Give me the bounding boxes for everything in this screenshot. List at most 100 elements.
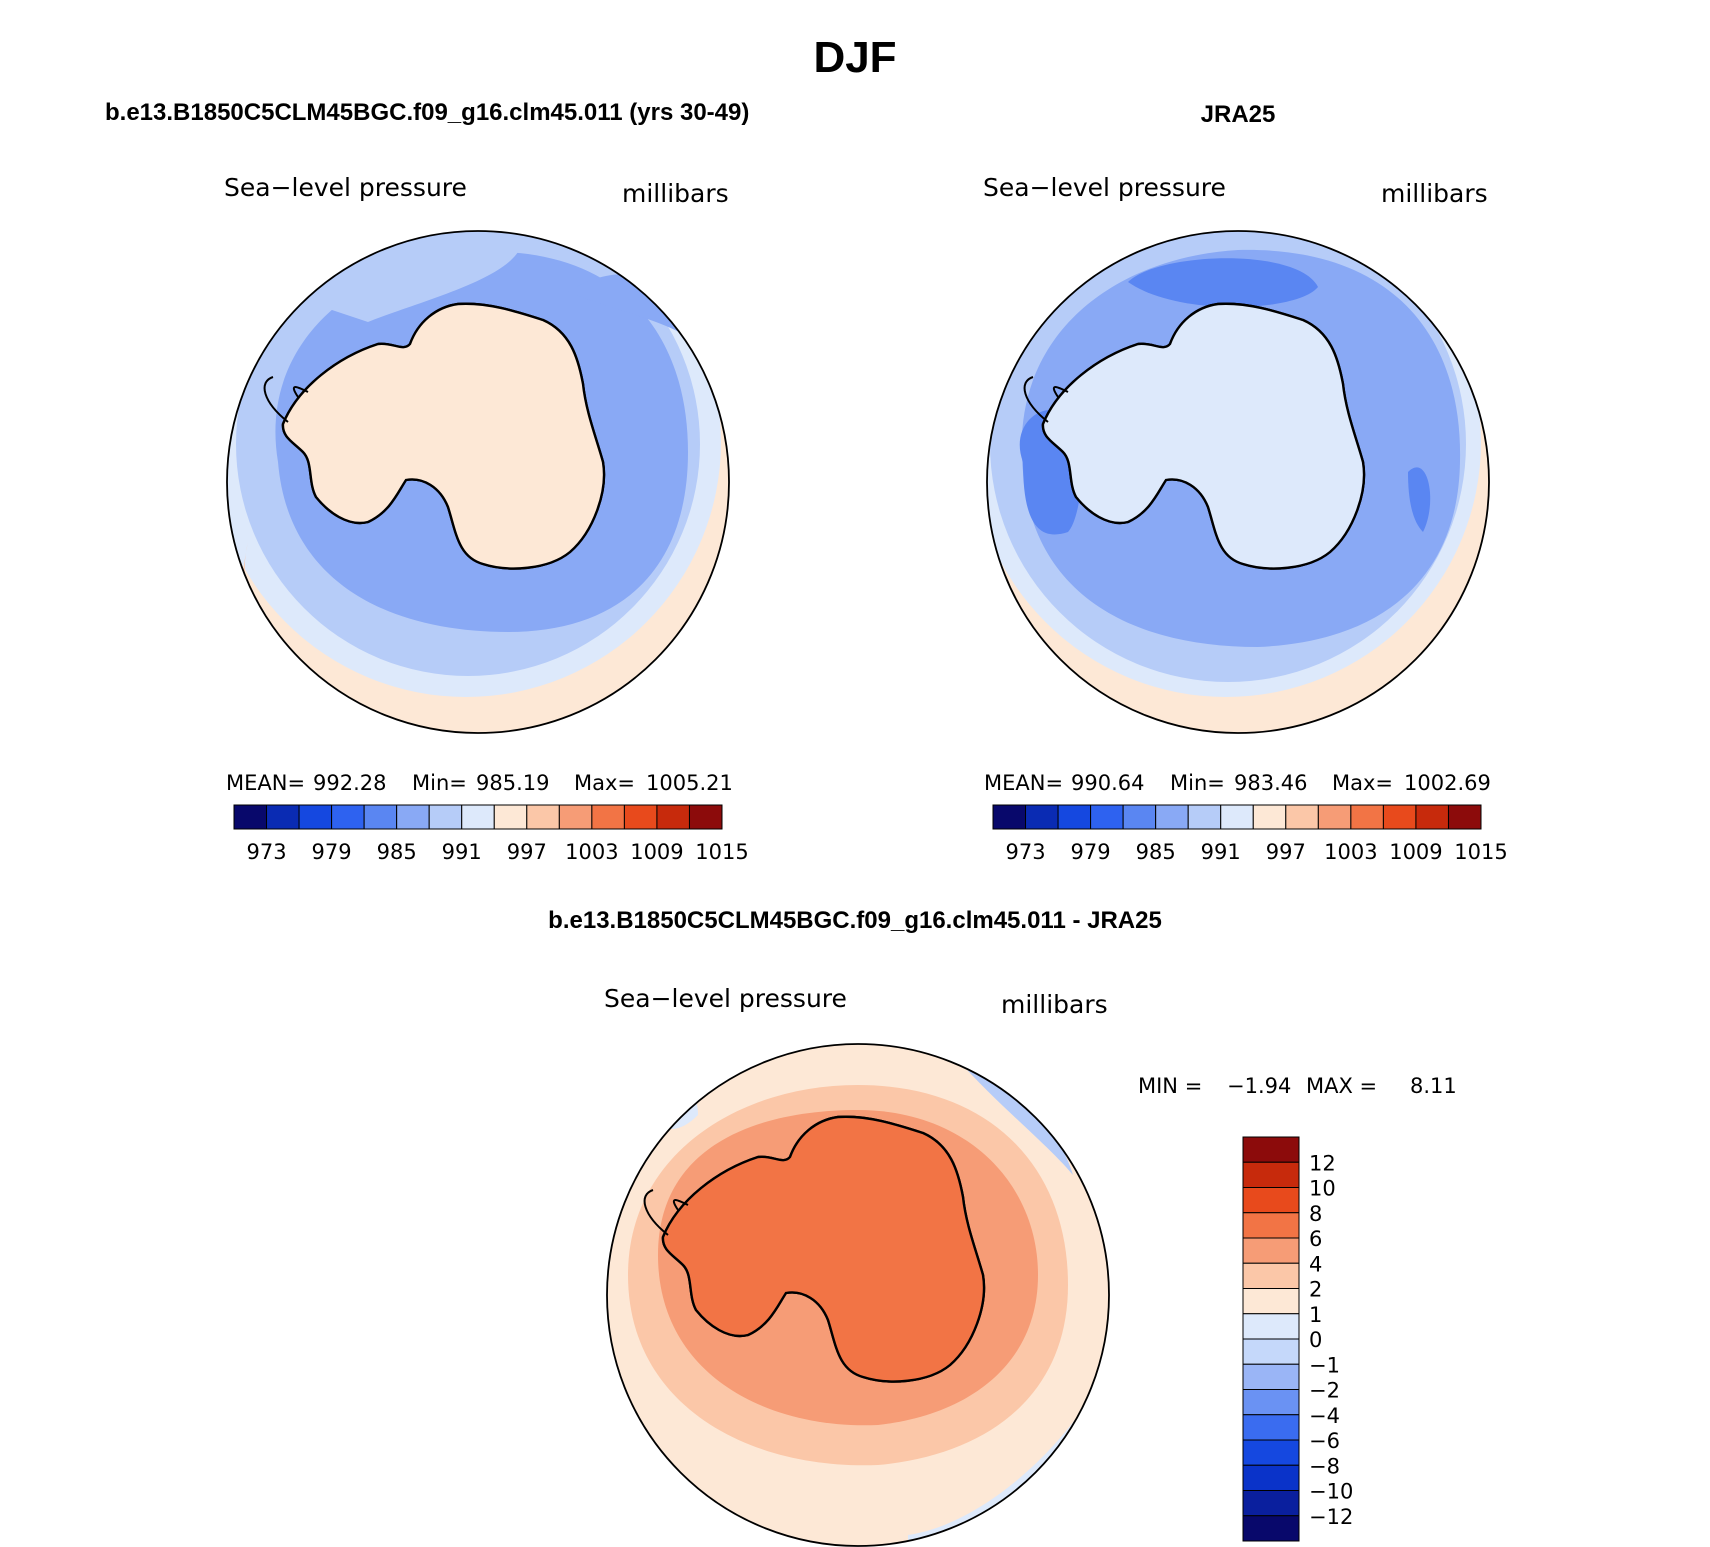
stat-max-label: Max= <box>574 771 635 795</box>
colorbar-tick-label: 991 <box>442 840 482 864</box>
panel-model-variable-label: Sea−level pressure <box>224 173 467 202</box>
colorbar-tick-label: 0 <box>1309 1328 1322 1352</box>
stat-max-value: 1002.69 <box>1404 771 1491 795</box>
colorbar-tick-label: −12 <box>1309 1505 1353 1529</box>
colorbar-swatch <box>1447 804 1482 830</box>
colorbar-swatch <box>1415 804 1449 830</box>
colorbar-swatch <box>526 804 560 830</box>
colorbar-tick-label: −6 <box>1309 1429 1340 1453</box>
stat-max-value: 1005.21 <box>646 771 733 795</box>
colorbar-swatch <box>298 804 333 830</box>
colorbar-swatch <box>1090 804 1124 830</box>
colorbar-swatch <box>363 804 398 830</box>
colorbar-swatch <box>1242 1161 1300 1188</box>
colorbar-swatch <box>1242 1389 1300 1416</box>
panel-obs-units-label: millibars <box>1381 179 1488 208</box>
colorbar-tick-label: −4 <box>1309 1404 1340 1428</box>
stat-min-value: −1.94 <box>1227 1074 1291 1098</box>
colorbar-tick-label: 1003 <box>1324 840 1377 864</box>
colorbar-swatch <box>493 804 528 830</box>
colorbar-swatch <box>1317 804 1352 830</box>
colorbar-tick-label: 979 <box>1071 840 1111 864</box>
stat-min-value: 985.19 <box>476 771 549 795</box>
colorbar-swatch <box>1242 1313 1300 1340</box>
colorbar-tick-label: 973 <box>246 840 286 864</box>
colorbar-swatch <box>656 804 690 830</box>
colorbar-swatch <box>992 804 1027 830</box>
colorbar-swatch <box>1242 1439 1300 1466</box>
colorbar-model: 973 979 985 991 997 1003 1009 1015 <box>233 804 749 864</box>
colorbar-swatch <box>1350 804 1384 830</box>
colorbar-swatch <box>1242 1237 1300 1264</box>
colorbar-swatch <box>233 804 268 830</box>
colorbar-tick-label: 2 <box>1309 1278 1322 1302</box>
colorbar-swatch <box>428 804 463 830</box>
figure-title: DJF <box>813 33 896 82</box>
stat-min-value: 983.46 <box>1234 771 1307 795</box>
colorbar-tick-label: −1 <box>1309 1353 1340 1377</box>
colorbar-tick-label: 1009 <box>1389 840 1442 864</box>
colorbar-tick-label: 1009 <box>630 840 683 864</box>
colorbar-swatch <box>461 804 495 830</box>
colorbar-swatch <box>1382 804 1417 830</box>
colorbar-tick-label: 991 <box>1201 840 1241 864</box>
colorbar-swatch <box>1242 1515 1300 1542</box>
colorbar-swatch <box>1025 804 1059 830</box>
colorbar-swatch <box>1242 1288 1300 1315</box>
colorbar-swatch <box>623 804 658 830</box>
colorbar-swatch <box>396 804 430 830</box>
colorbar-swatch <box>1057 804 1092 830</box>
panel-diff-stats: MIN = −1.94 MAX = 8.11 <box>1138 1074 1457 1098</box>
colorbar-swatch <box>1242 1338 1300 1365</box>
colorbar-tick-label: 1 <box>1309 1303 1322 1327</box>
stat-max-value: 8.11 <box>1410 1074 1457 1098</box>
colorbar-swatch <box>1242 1262 1300 1289</box>
colorbar-tick-label: −10 <box>1309 1480 1353 1504</box>
panel-obs-variable-label: Sea−level pressure <box>983 173 1226 202</box>
panel-model-stats: MEAN= 992.28 Min= 985.19 Max= 1005.21 <box>226 771 733 795</box>
stat-min-label: Min= <box>412 771 467 795</box>
colorbar-swatch <box>266 804 300 830</box>
colorbar-swatch <box>558 804 593 830</box>
map-obs <box>986 230 1490 734</box>
panel-model-header: b.e13.B1850C5CLM45BGC.f09_g16.clm45.011 … <box>105 99 749 126</box>
stat-max-label: Max= <box>1332 771 1393 795</box>
colorbar-swatch <box>688 804 723 830</box>
colorbar-swatch <box>1242 1414 1300 1441</box>
colorbar-tick-label: −2 <box>1309 1379 1340 1403</box>
colorbar-tick-label: 10 <box>1309 1177 1336 1201</box>
stat-mean-label: MEAN= <box>984 771 1063 795</box>
colorbar-tick-label: −8 <box>1309 1454 1340 1478</box>
colorbar-swatch <box>1242 1212 1300 1239</box>
colorbar-obs: 973 979 985 991 997 1003 1009 1015 <box>992 804 1508 864</box>
stat-min-label: MIN = <box>1138 1074 1202 1098</box>
colorbar-swatch <box>1187 804 1222 830</box>
map-model <box>226 230 730 734</box>
panel-diff-variable-label: Sea−level pressure <box>604 984 847 1013</box>
panel-obs-stats: MEAN= 990.64 Min= 983.46 Max= 1002.69 <box>984 771 1491 795</box>
colorbar-tick-label: 985 <box>377 840 417 864</box>
colorbar-tick-label: 1015 <box>1454 840 1507 864</box>
colorbar-tick-label: 1003 <box>565 840 618 864</box>
colorbar-tick-label: 1015 <box>695 840 748 864</box>
colorbar-swatch <box>331 804 365 830</box>
panel-diff-units-label: millibars <box>1001 990 1108 1019</box>
colorbar-tick-label: 8 <box>1309 1202 1322 1226</box>
panel-obs-header: JRA25 <box>1201 101 1276 128</box>
colorbar-tick-label: 12 <box>1309 1151 1336 1175</box>
stat-mean-value: 990.64 <box>1071 771 1144 795</box>
stat-mean-label: MEAN= <box>226 771 305 795</box>
panel-diff-header: b.e13.B1850C5CLM45BGC.f09_g16.clm45.011 … <box>548 907 1162 934</box>
colorbar-tick-label: 4 <box>1309 1252 1322 1276</box>
stat-max-label: MAX = <box>1306 1074 1377 1098</box>
stat-min-label: Min= <box>1170 771 1225 795</box>
colorbar-swatch <box>591 804 625 830</box>
colorbar-swatch <box>1285 804 1319 830</box>
colorbar-tick-label: 997 <box>507 840 547 864</box>
colorbar-tick-label: 997 <box>1266 840 1306 864</box>
colorbar-swatch <box>1242 1136 1300 1163</box>
stat-mean-value: 992.28 <box>313 771 386 795</box>
colorbar-swatch <box>1242 1187 1300 1214</box>
